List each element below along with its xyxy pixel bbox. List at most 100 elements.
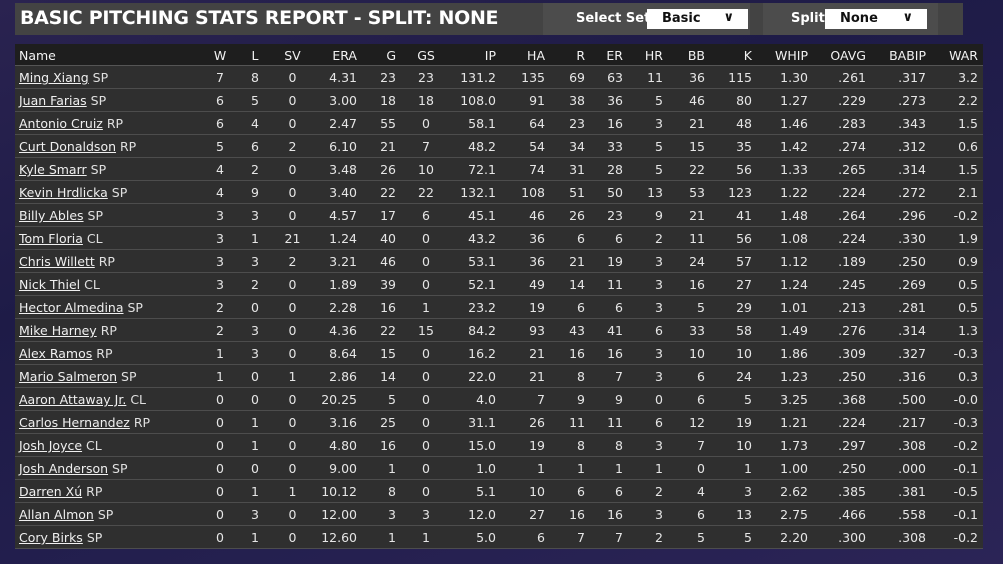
column-header-ip[interactable]: IP [484, 48, 496, 63]
stat-hr: 3 [655, 507, 663, 522]
table-row: Billy Ables SP 3 3 0 4.57 17 6 45.1 46 26 23 9 21 41 1… [15, 204, 983, 227]
player-name-link[interactable]: Cory Birks [19, 530, 83, 545]
column-header-war[interactable]: WAR [949, 48, 978, 63]
player-name-cell: Allan Almon SP [19, 507, 113, 522]
table-row: Allan Almon SP 0 3 0 12.00 3 3 12.0 27 16 16 3 6 13 2.… [15, 503, 983, 526]
stat-babip: .558 [898, 507, 926, 522]
stat-oavg: .300 [838, 530, 866, 545]
split-dropdown[interactable]: None ∨ [825, 9, 927, 29]
stat-l: 2 [251, 162, 259, 177]
stat-hr: 11 [647, 70, 663, 85]
player-name-link[interactable]: Hector Almedina [19, 300, 124, 315]
stat-g: 40 [380, 231, 396, 246]
column-header-whip[interactable]: WHIP [775, 48, 808, 63]
stat-w: 4 [216, 162, 224, 177]
column-header-bb[interactable]: BB [687, 48, 705, 63]
stat-ha: 91 [529, 93, 545, 108]
stat-bb: 6 [697, 369, 705, 384]
column-header-era[interactable]: ERA [332, 48, 357, 63]
column-header-name[interactable]: Name [19, 48, 56, 63]
player-name-link[interactable]: Curt Donaldson [19, 139, 117, 154]
stat-oavg: .213 [838, 300, 866, 315]
column-header-oavg[interactable]: OAVG [830, 48, 866, 63]
stat-sv: 0 [288, 461, 297, 476]
player-position: RP [100, 323, 117, 338]
player-name-link[interactable]: Allan Almon [19, 507, 94, 522]
stat-r: 69 [569, 70, 585, 85]
column-header-k[interactable]: K [743, 48, 752, 63]
stat-g: 23 [380, 70, 396, 85]
stat-ha: 36 [529, 254, 545, 269]
stat-bb: 53 [689, 185, 705, 200]
stat-r: 16 [569, 507, 585, 522]
player-name-link[interactable]: Antonio Cruiz [19, 116, 103, 131]
player-name-link[interactable]: Nick Thiel [19, 277, 81, 292]
stat-whip: 1.86 [780, 346, 808, 361]
column-header-g[interactable]: G [386, 48, 396, 63]
stat-bb: 15 [689, 139, 705, 154]
stat-war: 2.2 [958, 93, 978, 108]
player-name-link[interactable]: Mike Harney [19, 323, 97, 338]
player-position: SP [87, 208, 103, 223]
stat-ha: 93 [529, 323, 545, 338]
column-header-sv[interactable]: SV [284, 48, 301, 63]
stat-babip: .314 [898, 162, 926, 177]
stat-gs: 15 [418, 323, 434, 338]
column-header-babip[interactable]: BABIP [889, 48, 926, 63]
stat-r: 16 [569, 346, 585, 361]
player-name-link[interactable]: Juan Farias [19, 93, 87, 108]
column-header-ha[interactable]: HA [527, 48, 545, 63]
player-name-link[interactable]: Ming Xiang [19, 70, 89, 85]
player-name-link[interactable]: Kevin Hrdlicka [19, 185, 108, 200]
stat-ip: 31.1 [468, 415, 496, 430]
stat-bb: 5 [697, 530, 705, 545]
stat-gs: 0 [422, 231, 430, 246]
table-row: Aaron Attaway Jr. CL 0 0 0 20.25 5 0 4.0 7 9 9 0 6 5 3… [15, 388, 983, 411]
stat-hr: 3 [655, 116, 663, 131]
stat-g: 55 [380, 116, 396, 131]
player-name-link[interactable]: Aaron Attaway Jr. [19, 392, 127, 407]
stat-war: 0.9 [958, 254, 978, 269]
stat-oavg: .224 [838, 185, 866, 200]
player-name-link[interactable]: Josh Anderson [19, 461, 109, 476]
stat-g: 14 [380, 369, 396, 384]
player-name-link[interactable]: Alex Ramos [19, 346, 93, 361]
player-name-link[interactable]: Billy Ables [19, 208, 84, 223]
stat-l: 0 [251, 300, 259, 315]
player-name-link[interactable]: Tom Floria [19, 231, 83, 246]
stat-l: 3 [251, 208, 259, 223]
player-name-link[interactable]: Carlos Hernandez [19, 415, 130, 430]
table-row: Ming Xiang SP 7 8 0 4.31 23 23 131.2 135 69 63 11 36… [15, 66, 983, 89]
stat-r: 6 [577, 231, 585, 246]
column-header-r[interactable]: R [576, 48, 585, 63]
stat-war: -0.3 [953, 346, 978, 361]
stat-ip: 16.2 [468, 346, 496, 361]
column-header-gs[interactable]: GS [417, 48, 435, 63]
stat-sv: 0 [288, 438, 297, 453]
stat-era: 6.10 [329, 139, 357, 154]
stat-sv: 0 [288, 392, 297, 407]
player-position: SP [112, 461, 128, 476]
column-header-w[interactable]: W [213, 48, 227, 63]
column-header-er[interactable]: ER [606, 48, 623, 63]
select-set-dropdown[interactable]: Basic ∨ [647, 9, 748, 29]
stat-babip: .296 [898, 208, 926, 223]
player-name-cell: Mike Harney RP [19, 323, 117, 338]
player-name-link[interactable]: Mario Salmeron [19, 369, 118, 384]
column-header-hr[interactable]: HR [644, 48, 663, 63]
stat-era: 8.64 [329, 346, 357, 361]
player-name-link[interactable]: Darren Xú [19, 484, 83, 499]
player-position: CL [86, 231, 103, 246]
stat-babip: .281 [898, 300, 926, 315]
player-name-link[interactable]: Chris Willett [19, 254, 95, 269]
column-header-l[interactable]: L [251, 48, 259, 63]
player-name-link[interactable]: Josh Joyce [19, 438, 83, 453]
player-name-link[interactable]: Kyle Smarr [19, 162, 87, 177]
player-position: RP [106, 116, 124, 131]
player-name-cell: Nick Thiel CL [19, 277, 100, 292]
stat-whip: 1.42 [780, 139, 808, 154]
stat-era: 12.00 [321, 507, 357, 522]
stat-er: 16 [607, 507, 623, 522]
stat-k: 19 [736, 415, 752, 430]
stat-er: 50 [607, 185, 623, 200]
